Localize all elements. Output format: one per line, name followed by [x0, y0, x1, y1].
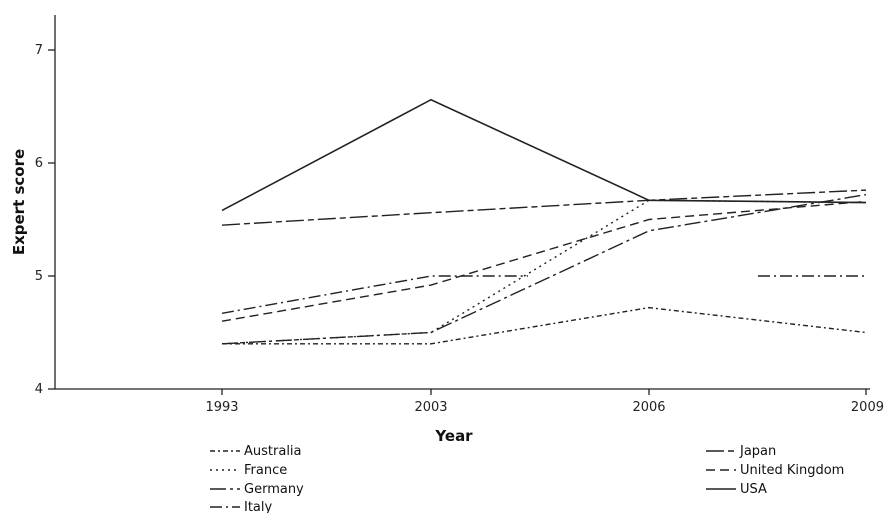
- y-tick-label: 6: [35, 156, 43, 171]
- legend-label-usa: USA: [740, 482, 767, 497]
- y-ticks: 4 5 6 7: [35, 43, 55, 397]
- series-line-italy: [221, 275, 528, 314]
- series-line-united-kingdom: [221, 200, 867, 322]
- y-tick-label: 7: [35, 43, 43, 58]
- x-tick-label: 1993: [205, 400, 238, 415]
- series-line-usa: [221, 98, 867, 212]
- y-tick-label: 4: [35, 382, 43, 397]
- y-tick-label: 5: [35, 269, 43, 284]
- legend-label-united-kingdom: United Kingdom: [740, 463, 844, 478]
- series-lines: [221, 98, 867, 345]
- x-ticks: 1993 2003 2006 2009: [205, 389, 884, 415]
- x-axis-title: Year: [434, 427, 473, 445]
- legend-label-italy: Italy: [244, 500, 273, 513]
- y-axis-title: Expert score: [10, 149, 28, 255]
- series-line-japan: [221, 189, 867, 226]
- series-line-france: [221, 199, 867, 345]
- series-line-australia: [222, 306, 867, 345]
- x-tick-label: 2006: [632, 400, 665, 415]
- series-line-germany: [221, 193, 867, 345]
- legend-label-germany: Germany: [244, 482, 304, 497]
- legend: Australia France Germany Italy Japan United K…: [210, 444, 844, 513]
- x-tick-label: 2009: [851, 400, 884, 415]
- x-tick-label: 2003: [414, 400, 447, 415]
- legend-label-france: France: [244, 463, 287, 478]
- legend-label-australia: Australia: [244, 444, 302, 459]
- legend-label-japan: Japan: [739, 444, 776, 459]
